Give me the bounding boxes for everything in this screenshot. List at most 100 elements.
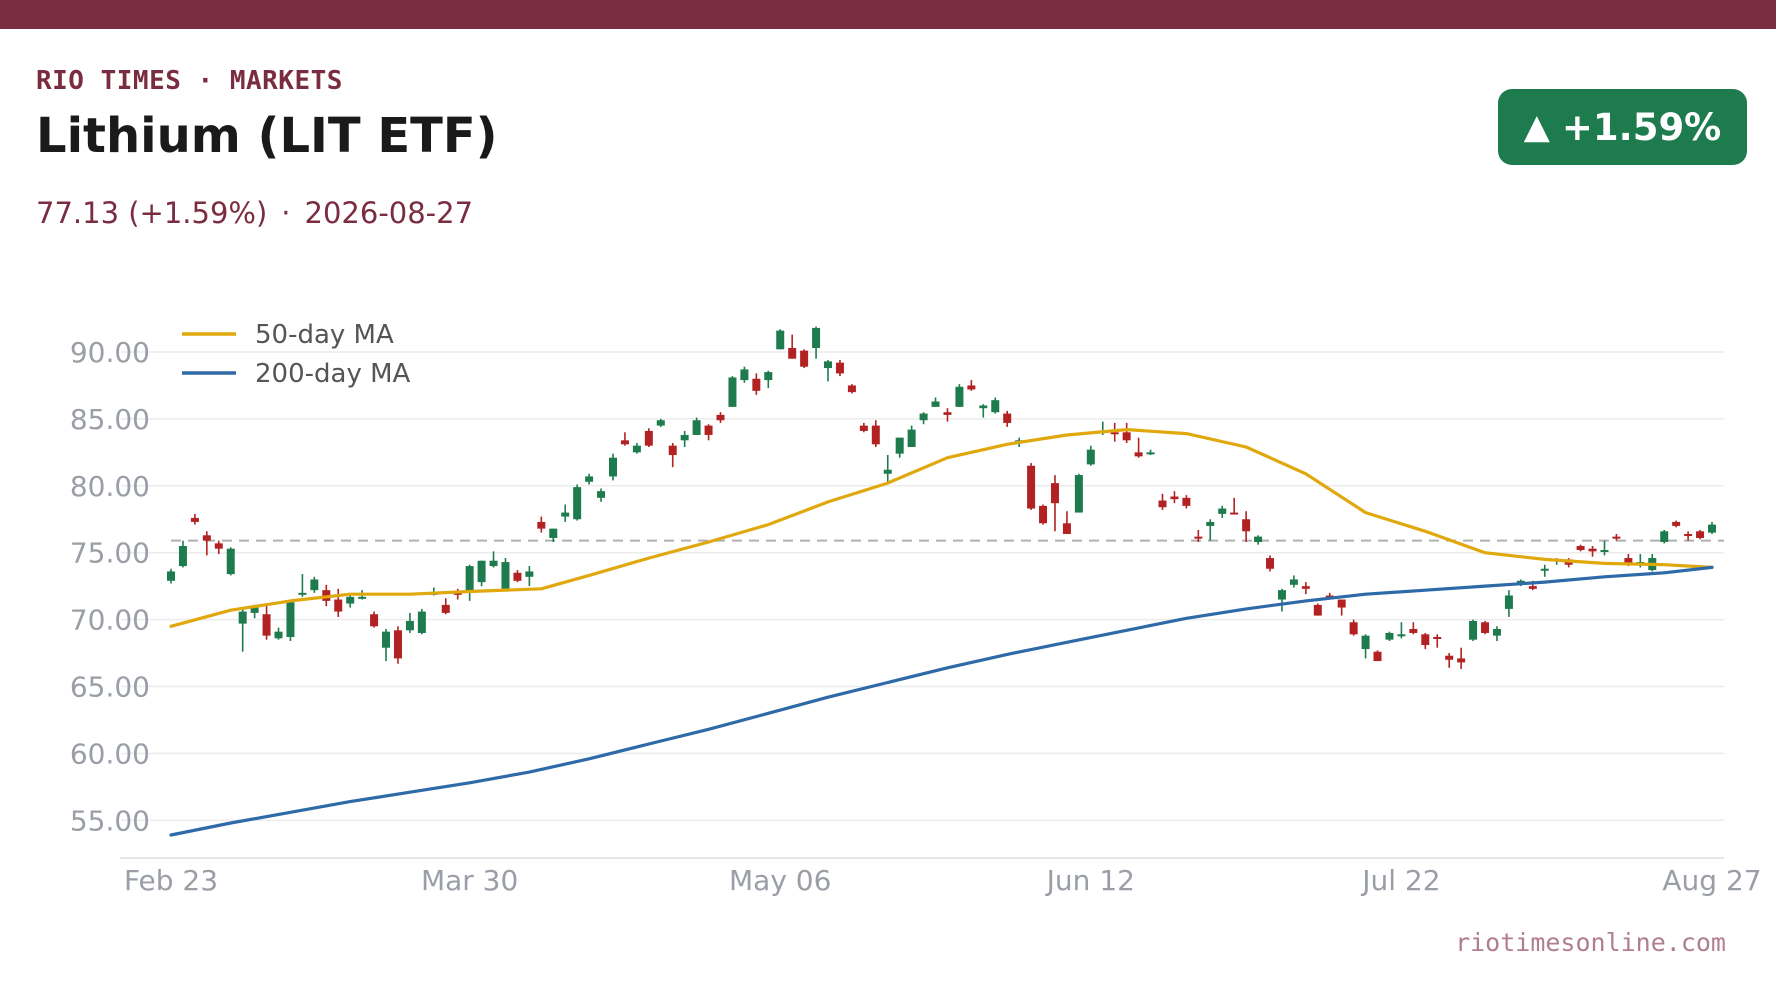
candle-body — [1050, 483, 1059, 504]
x-tick-label: May 06 — [729, 864, 831, 897]
candle-body — [167, 571, 175, 581]
y-tick-label: 90.00 — [70, 336, 150, 369]
candle-body — [202, 535, 211, 541]
candle-body — [1397, 634, 1406, 637]
candle-body — [190, 517, 199, 522]
candle-body — [943, 412, 952, 415]
candle-body — [967, 385, 976, 390]
candle-body — [214, 543, 223, 549]
up-arrow-icon: ▲ — [1523, 107, 1550, 147]
candle-body — [1182, 497, 1191, 506]
candle-body — [1445, 655, 1454, 660]
candle-body — [310, 579, 319, 591]
ma200-line — [169, 565, 1714, 837]
candle-body — [1385, 632, 1394, 640]
candle-body — [955, 386, 964, 407]
candle-body — [1206, 521, 1215, 526]
candle-body — [620, 440, 629, 445]
candle-body — [346, 596, 355, 604]
candle-body — [800, 350, 809, 367]
candle-body — [680, 434, 689, 441]
candle-body — [489, 560, 498, 567]
legend-label: 50-day MA — [255, 320, 394, 350]
candle-body — [1266, 558, 1275, 569]
candle-body — [453, 592, 462, 595]
y-tick-label: 65.00 — [70, 671, 150, 704]
brand-label: RIO TIMES · MARKETS — [36, 66, 343, 96]
candle-body — [1672, 521, 1681, 526]
change-badge: ▲ +1.59% — [1498, 89, 1747, 165]
candle-body — [238, 611, 247, 624]
candle-body — [656, 420, 665, 426]
candle-body — [1289, 579, 1298, 585]
page-title: Lithium (LIT ETF) — [36, 108, 498, 164]
candle-body — [1504, 595, 1513, 609]
candle-body — [871, 425, 880, 445]
candle-body — [1313, 604, 1322, 616]
candle-body — [561, 512, 570, 517]
y-tick-label: 60.00 — [70, 737, 150, 770]
candle-body — [1469, 620, 1478, 640]
candle-body — [274, 631, 283, 639]
candle-body — [1660, 531, 1669, 542]
candle-body — [1492, 628, 1501, 636]
candle-body — [979, 405, 988, 409]
candle-body — [1421, 634, 1430, 646]
candle-body — [537, 521, 546, 529]
y-tick-label: 55.00 — [70, 804, 150, 837]
candle-body — [286, 602, 295, 637]
candle-body — [1110, 432, 1119, 435]
candle-body — [764, 372, 773, 381]
x-tick-label: Aug 27 — [1662, 864, 1761, 897]
x-tick-label: Mar 30 — [421, 864, 518, 897]
candle-body — [1361, 635, 1370, 650]
candle-body — [513, 572, 522, 581]
candle-body — [776, 330, 785, 350]
candle-body — [608, 457, 617, 477]
candle-body — [1349, 622, 1358, 635]
candle-body — [1600, 550, 1609, 553]
candle-body — [1218, 508, 1227, 514]
candle-body — [1457, 658, 1466, 663]
candle-body — [501, 562, 510, 589]
candle-body — [1003, 413, 1012, 423]
candle-body — [835, 362, 844, 374]
x-tick-label: Jun 12 — [1045, 864, 1135, 897]
candle-body — [178, 546, 187, 567]
candle-body — [1481, 622, 1490, 633]
source-footer: riotimesonline.com — [1455, 928, 1726, 957]
candle-body — [704, 425, 713, 435]
candle-body — [573, 487, 582, 520]
candle-body — [1254, 536, 1263, 542]
candle-body — [692, 420, 701, 435]
candle-body — [1170, 496, 1179, 500]
price-subtitle: 77.13 (+1.59%) · 2026-08-27 — [36, 196, 473, 230]
candle-body — [334, 599, 343, 612]
candle-body — [1027, 465, 1036, 509]
candle-body — [907, 429, 916, 447]
candle-body — [417, 611, 426, 633]
candle-body — [1708, 524, 1716, 533]
candle-body — [824, 361, 833, 369]
candle-body — [812, 327, 821, 348]
price-change-text: 77.13 (+1.59%) — [36, 196, 268, 230]
candle-body — [1230, 512, 1239, 515]
candle-body — [668, 445, 677, 456]
candle-body — [465, 566, 474, 592]
candle-body — [597, 491, 606, 498]
x-tick-label: Feb 23 — [124, 864, 218, 897]
candle-body — [1074, 475, 1083, 513]
candle-body — [1337, 599, 1346, 608]
y-tick-label: 80.00 — [70, 470, 150, 503]
candle-body — [740, 369, 749, 381]
candle-body — [1409, 628, 1418, 633]
candle-body — [1576, 546, 1585, 551]
candle-body — [859, 425, 868, 431]
candle-body — [441, 604, 450, 613]
y-tick-label: 75.00 — [70, 537, 150, 570]
candle-body — [752, 378, 761, 391]
candle-body — [382, 631, 391, 648]
candle-body — [1146, 452, 1155, 455]
candle-body — [358, 596, 367, 599]
candle-body — [895, 437, 904, 454]
